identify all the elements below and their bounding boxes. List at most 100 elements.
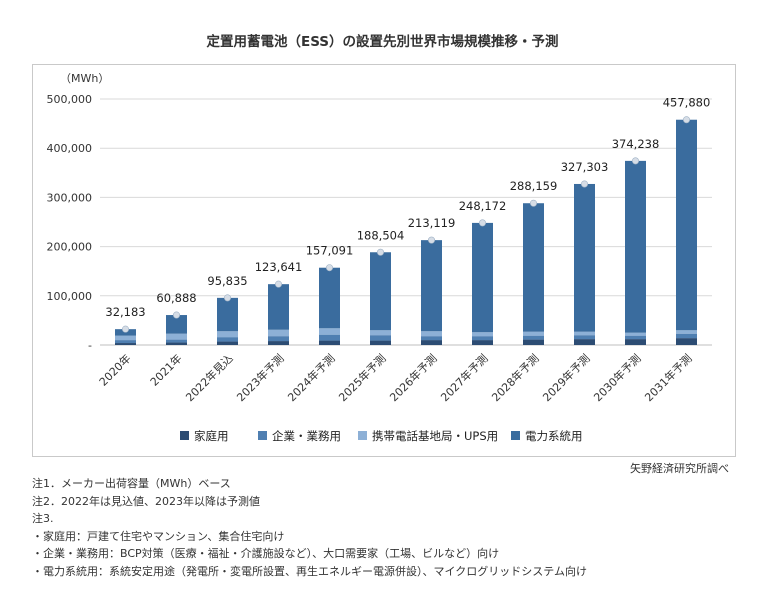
legend-swatch — [358, 431, 367, 440]
bar-segment-grid — [421, 240, 442, 332]
bar-segment-grid — [217, 297, 238, 332]
bar-segment-business — [319, 334, 340, 341]
total-data-label: 288,159 — [510, 179, 558, 193]
total-marker — [122, 325, 130, 333]
total-data-label: 457,880 — [663, 96, 711, 110]
total-marker — [274, 280, 282, 288]
bar-segment-telecom — [523, 331, 544, 336]
total-marker — [682, 116, 690, 124]
x-tick-label: 2026年予測 — [387, 351, 440, 404]
bar-segment-household — [268, 341, 289, 345]
x-tick-label: 2022年見込 — [183, 351, 236, 404]
y-tick-label: 500,000 — [47, 93, 93, 106]
legend-label: 電力系統用 — [525, 429, 583, 443]
x-tick-label: 2023年予測 — [234, 351, 287, 404]
bar-segment-grid — [370, 252, 391, 331]
bar-segment-business — [625, 335, 646, 340]
x-tick-label: 2024年予測 — [285, 351, 338, 404]
note-grid: ・電力系統用：系統安定用途（発電所・変電所設置、再生エネルギー電源併設）、マイク… — [32, 564, 587, 578]
total-marker — [325, 264, 333, 272]
total-marker — [173, 311, 181, 319]
bar-segment-business — [574, 335, 595, 340]
bar-segment-grid — [676, 119, 697, 331]
total-marker — [631, 157, 639, 165]
bar-segment-grid — [166, 315, 187, 334]
bar-segment-grid — [268, 284, 289, 330]
bar-segment-household — [370, 340, 391, 345]
bar-segment-business — [421, 336, 442, 341]
bar-segment-grid — [319, 267, 340, 329]
legend-label: 企業・業務用 — [272, 429, 341, 443]
x-tick-label: 2027年予測 — [438, 351, 491, 404]
total-marker — [580, 180, 588, 188]
x-tick-label: 2031年予測 — [642, 351, 695, 404]
total-data-label: 95,835 — [207, 274, 247, 288]
total-data-label: 123,641 — [255, 260, 303, 274]
legend-label: 携帯電話基地局・UPS用 — [372, 429, 498, 443]
bar-segment-business — [217, 337, 238, 342]
total-data-label: 374,238 — [612, 137, 660, 151]
bar-segment-household — [217, 341, 238, 345]
bar-segment-grid — [625, 160, 646, 333]
x-tick-label: 2028年予測 — [489, 351, 542, 404]
note-2: 注2．2022年は見込値、2023年以降は予測値 — [32, 494, 260, 508]
y-axis-unit-label: （MWh） — [60, 72, 109, 85]
bar-segment-telecom — [370, 330, 391, 336]
total-data-label: 213,119 — [408, 216, 456, 230]
y-tick-label: 300,000 — [47, 191, 93, 204]
legend-label: 家庭用 — [194, 429, 229, 443]
x-tick-label: 2030年予測 — [591, 351, 644, 404]
total-marker — [224, 294, 232, 302]
total-marker — [478, 219, 486, 227]
bar-segment-telecom — [217, 331, 238, 338]
x-tick-label: 2029年予測 — [540, 351, 593, 404]
chart-title: 定置用蓄電池（ESS）の設置先別世界市場規模推移・予測 — [206, 34, 559, 50]
bar-segment-telecom — [268, 329, 289, 337]
total-data-label: 188,504 — [357, 228, 405, 242]
y-tick-label: 100,000 — [47, 290, 93, 303]
bar-segment-telecom — [166, 333, 187, 340]
legend-swatch — [511, 431, 520, 440]
bar-segment-telecom — [421, 331, 442, 337]
bar-segment-household — [625, 339, 646, 345]
bar-segment-telecom — [472, 332, 493, 337]
x-tick-label: 2020年 — [96, 351, 133, 388]
total-marker — [529, 199, 537, 207]
notes-block: 注1．メーカー出荷容量（MWh）ベース 注2．2022年は見込値、2023年以降… — [32, 475, 587, 580]
bar-segment-business — [676, 333, 697, 339]
note-1: 注1．メーカー出荷容量（MWh）ベース — [32, 477, 231, 490]
y-tick-label: - — [88, 339, 92, 352]
total-data-label: 327,303 — [561, 160, 609, 174]
y-tick-label: 400,000 — [47, 142, 93, 155]
total-marker — [376, 248, 384, 256]
bar-segment-household — [319, 340, 340, 345]
bar-segment-business — [472, 336, 493, 341]
x-tick-label: 2021年 — [147, 351, 184, 388]
bar-segment-business — [268, 336, 289, 342]
total-marker — [427, 236, 435, 244]
bar-segment-household — [574, 339, 595, 345]
y-tick-label: 200,000 — [47, 241, 93, 254]
bar-segment-grid — [472, 222, 493, 333]
total-data-label: 157,091 — [306, 244, 354, 258]
bar-segment-telecom — [625, 332, 646, 336]
source-note: 矢野経済研究所調べ — [630, 462, 729, 475]
note-3: 注3. — [32, 512, 54, 525]
total-data-label: 60,888 — [156, 291, 196, 305]
bar-segment-grid — [523, 203, 544, 332]
bar-segment-business — [370, 335, 391, 341]
legend-swatch — [258, 431, 267, 440]
note-business: ・企業・業務用：BCP対策（医療・福祉・介護施設など）、大口需要家（工場、ビルな… — [32, 547, 500, 560]
bar-segment-household — [115, 343, 136, 345]
total-data-label: 248,172 — [459, 199, 507, 213]
bar-segment-business — [523, 335, 544, 340]
bar-segment-business — [166, 339, 187, 343]
bar-segment-grid — [574, 183, 595, 332]
bar-segment-household — [472, 340, 493, 345]
total-data-label: 32,183 — [105, 305, 145, 319]
bar-segment-household — [523, 339, 544, 345]
note-household: ・家庭用：戸建て住宅やマンション、集合住宅向け — [32, 529, 285, 543]
bar-segment-telecom — [115, 335, 136, 341]
bar-segment-telecom — [676, 330, 697, 334]
